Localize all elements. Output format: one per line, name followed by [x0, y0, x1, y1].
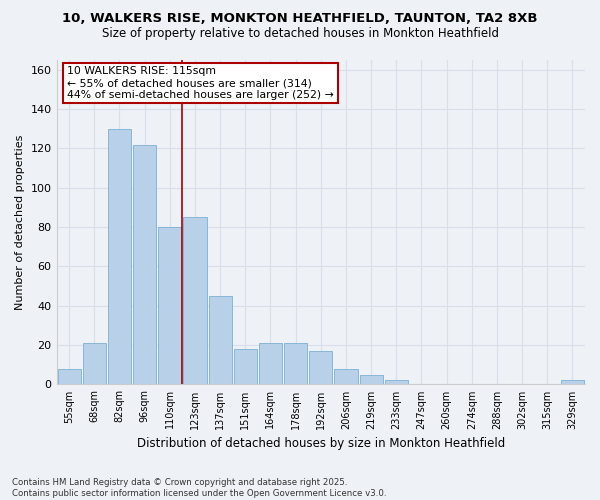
Bar: [259, 343, 282, 384]
Text: 10, WALKERS RISE, MONKTON HEATHFIELD, TAUNTON, TA2 8XB: 10, WALKERS RISE, MONKTON HEATHFIELD, TA…: [62, 12, 538, 26]
Text: Size of property relative to detached houses in Monkton Heathfield: Size of property relative to detached ho…: [101, 28, 499, 40]
Bar: [133, 144, 156, 384]
Bar: [234, 349, 257, 384]
Bar: [58, 368, 80, 384]
Text: 10 WALKERS RISE: 115sqm
← 55% of detached houses are smaller (314)
44% of semi-d: 10 WALKERS RISE: 115sqm ← 55% of detache…: [67, 66, 334, 100]
Bar: [561, 380, 584, 384]
Bar: [108, 129, 131, 384]
X-axis label: Distribution of detached houses by size in Monkton Heathfield: Distribution of detached houses by size …: [137, 437, 505, 450]
Bar: [359, 374, 383, 384]
Bar: [385, 380, 408, 384]
Bar: [209, 296, 232, 384]
Bar: [284, 343, 307, 384]
Text: Contains HM Land Registry data © Crown copyright and database right 2025.
Contai: Contains HM Land Registry data © Crown c…: [12, 478, 386, 498]
Bar: [334, 368, 358, 384]
Bar: [158, 227, 181, 384]
Y-axis label: Number of detached properties: Number of detached properties: [15, 134, 25, 310]
Bar: [184, 218, 206, 384]
Bar: [83, 343, 106, 384]
Bar: [309, 351, 332, 384]
